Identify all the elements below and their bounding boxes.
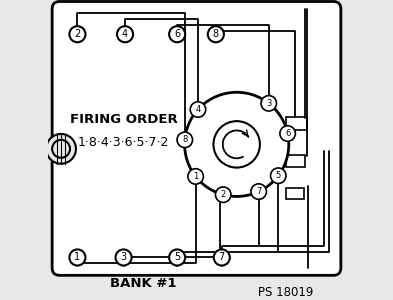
Text: 6: 6 xyxy=(174,29,180,39)
Circle shape xyxy=(251,184,266,199)
Circle shape xyxy=(208,26,224,42)
Bar xyxy=(286,155,305,167)
Text: 8: 8 xyxy=(213,29,219,39)
Circle shape xyxy=(116,249,132,266)
Text: 6: 6 xyxy=(285,129,290,138)
Text: 4: 4 xyxy=(195,105,200,114)
Bar xyxy=(286,117,307,130)
Text: 3: 3 xyxy=(266,99,272,108)
FancyBboxPatch shape xyxy=(52,2,341,275)
Circle shape xyxy=(190,102,206,117)
Text: PS 18019: PS 18019 xyxy=(258,286,314,299)
Circle shape xyxy=(70,26,85,42)
Circle shape xyxy=(188,169,203,184)
Text: 7: 7 xyxy=(256,187,261,196)
Circle shape xyxy=(185,92,289,196)
Text: 4: 4 xyxy=(122,29,128,39)
Text: 2: 2 xyxy=(220,190,226,199)
Text: 3: 3 xyxy=(121,253,127,262)
Text: BANK #1: BANK #1 xyxy=(110,277,176,290)
Circle shape xyxy=(215,187,231,203)
Text: 7: 7 xyxy=(219,253,225,262)
Text: 1: 1 xyxy=(193,172,198,181)
Circle shape xyxy=(177,132,193,148)
Text: 8: 8 xyxy=(182,135,187,144)
Circle shape xyxy=(280,126,296,141)
Text: 1·8·4·3·6·5·7·2: 1·8·4·3·6·5·7·2 xyxy=(78,136,169,149)
Circle shape xyxy=(117,26,133,42)
Bar xyxy=(286,188,304,200)
Circle shape xyxy=(169,249,185,266)
Circle shape xyxy=(270,168,286,184)
Circle shape xyxy=(214,249,230,266)
Circle shape xyxy=(169,26,185,42)
Text: 5: 5 xyxy=(275,171,281,180)
Text: 2: 2 xyxy=(74,29,81,39)
Circle shape xyxy=(70,249,85,266)
Circle shape xyxy=(213,121,260,168)
Text: 5: 5 xyxy=(174,253,180,262)
Text: 1: 1 xyxy=(74,253,81,262)
Text: FIRING ORDER: FIRING ORDER xyxy=(70,112,178,126)
Circle shape xyxy=(52,140,70,158)
Circle shape xyxy=(46,134,76,164)
Circle shape xyxy=(261,96,277,111)
